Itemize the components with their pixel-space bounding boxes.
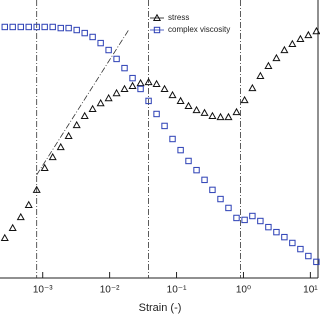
square-marker (209, 186, 216, 194)
square-marker (25, 23, 32, 31)
square-marker (313, 258, 320, 266)
triangle-marker (168, 90, 177, 99)
square-marker (297, 245, 304, 253)
square-marker (217, 195, 224, 203)
square-marker (225, 204, 232, 212)
triangle-marker (104, 93, 113, 102)
x-axis-label: Strain (-) (139, 302, 182, 314)
square-marker (161, 122, 168, 130)
triangle-marker (216, 112, 225, 121)
triangle-marker (176, 96, 185, 104)
triangle-marker (264, 61, 273, 69)
square-marker (137, 85, 144, 93)
triangle-marker (32, 185, 41, 193)
square-marker (1, 23, 8, 31)
triangle-marker (136, 78, 145, 87)
x-tick-label: 10⁰ (236, 285, 251, 296)
triangle-marker (80, 111, 89, 119)
triangle-marker (120, 84, 129, 93)
guide-line (36, 29, 129, 176)
square-marker (97, 39, 104, 47)
triangle-marker (184, 101, 193, 109)
triangle-marker (88, 104, 97, 113)
x-tick-label: 10¹ (303, 285, 318, 296)
triangle-marker (16, 212, 25, 221)
triangle-marker (160, 84, 169, 93)
square-marker (169, 135, 176, 143)
square-marker (289, 239, 296, 247)
triangle-marker (96, 98, 105, 107)
triangle-marker (192, 105, 201, 114)
legend-marker (152, 13, 162, 22)
x-tick-label: 10⁻² (100, 285, 120, 296)
square-marker (273, 228, 280, 236)
triangle-marker (0, 233, 9, 242)
triangle-marker (128, 81, 137, 89)
triangle-marker (240, 95, 249, 104)
square-marker (185, 157, 192, 165)
triangle-marker (304, 30, 313, 39)
square-marker (49, 23, 56, 31)
triangle-marker (256, 71, 265, 79)
square-marker (73, 26, 80, 34)
triangle-marker (40, 163, 49, 171)
triangle-marker (280, 45, 289, 54)
square-marker (17, 23, 24, 31)
triangle-marker (232, 107, 241, 116)
square-marker (233, 214, 240, 222)
legend-text: complex viscosity (168, 25, 230, 34)
triangle-marker (272, 53, 281, 62)
square-marker (81, 29, 88, 37)
square-marker (177, 146, 184, 154)
square-marker (121, 64, 128, 72)
triangle-marker (200, 108, 209, 116)
triangle-marker (8, 223, 17, 232)
triangle-marker (144, 77, 153, 86)
square-marker (105, 46, 112, 54)
square-marker (57, 24, 64, 32)
square-marker (193, 166, 200, 174)
square-marker (257, 217, 264, 225)
square-marker (265, 223, 272, 231)
triangle-marker (296, 34, 305, 42)
triangle-marker (56, 142, 65, 151)
triangle-marker (24, 200, 33, 208)
square-marker (201, 176, 208, 184)
square-marker (241, 216, 248, 224)
triangle-marker (288, 39, 297, 47)
triangle-marker (224, 112, 233, 121)
square-marker (113, 55, 120, 63)
square-marker (129, 74, 136, 82)
triangle-marker (208, 111, 217, 119)
triangle-marker (248, 83, 257, 92)
square-marker (145, 97, 152, 105)
square-marker (305, 252, 312, 260)
square-marker (89, 33, 96, 41)
square-marker (249, 212, 256, 220)
x-tick-label: 10⁻¹ (167, 285, 187, 296)
triangle-marker (64, 131, 73, 140)
square-marker (33, 23, 40, 31)
square-marker (153, 110, 160, 118)
triangle-marker (48, 152, 57, 161)
legend-text: stress (168, 13, 189, 22)
triangle-marker (112, 88, 121, 97)
square-marker (41, 23, 48, 31)
triangle-marker (72, 120, 81, 129)
x-tick-label: 10⁻³ (33, 285, 53, 296)
triangle-marker (152, 79, 161, 88)
square-marker (9, 23, 16, 31)
square-marker (281, 233, 288, 241)
legend-marker (153, 26, 161, 34)
triangle-marker (312, 26, 320, 35)
square-marker (65, 24, 72, 32)
